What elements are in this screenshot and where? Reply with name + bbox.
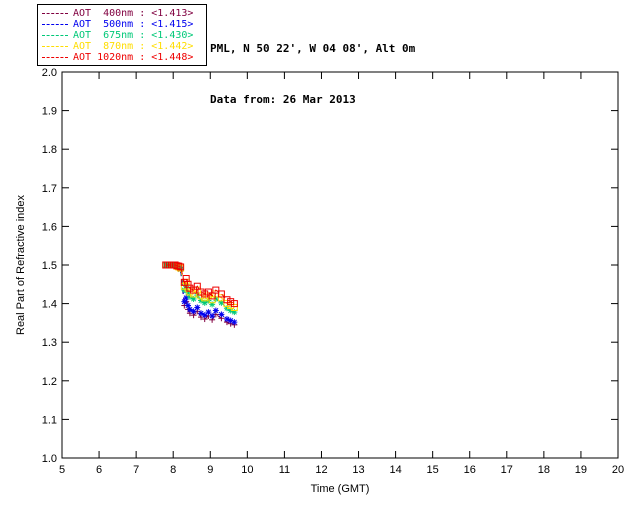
x-tick-label: 19 (575, 464, 587, 476)
y-tick-label: 1.5 (42, 260, 57, 272)
y-tick-label: 1.1 (42, 414, 57, 426)
data-marker (194, 304, 200, 311)
data-marker (175, 262, 183, 270)
data-marker (197, 288, 205, 296)
y-axis-label: Real Part of Refractive index (15, 194, 27, 335)
x-tick-label: 15 (427, 464, 439, 476)
data-marker (198, 310, 204, 316)
y-tick-label: 1.7 (42, 183, 57, 195)
legend-item-870nm: AOT 870nm : <1.442> (42, 41, 202, 52)
x-tick-label: 13 (352, 464, 364, 476)
legend-line-sample-icon (42, 35, 68, 36)
series-line-aot-400nm (165, 264, 235, 326)
legend-line-sample-icon (42, 13, 68, 14)
data-marker (185, 302, 191, 309)
legend-line-sample-icon (42, 57, 68, 58)
legend-label: AOT 675nm : <1.430> (73, 30, 194, 41)
legend-line-sample-icon (42, 46, 68, 47)
data-marker (193, 282, 201, 290)
data-marker (223, 296, 231, 304)
data-marker (180, 278, 188, 286)
data-marker (227, 302, 235, 310)
x-tick-label: 6 (96, 464, 102, 476)
x-tick-label: 9 (207, 464, 213, 476)
x-tick-label: 17 (501, 464, 513, 476)
data-marker (187, 306, 193, 312)
legend-line-sample-icon (42, 24, 68, 25)
plot-header: PML, N 50 22', W 04 08', Alt 0m Data fro… (210, 6, 415, 125)
legend-label: AOT 400nm : <1.413> (73, 8, 194, 19)
y-tick-label: 1.0 (42, 453, 57, 465)
y-tick-label: 1.8 (42, 144, 57, 156)
legend: AOT 400nm : <1.413> AOT 500nm : <1.415> … (37, 4, 207, 66)
y-tick-label: 2.0 (42, 67, 57, 79)
data-marker (191, 296, 197, 302)
x-tick-label: 5 (59, 464, 65, 476)
data-marker (213, 307, 219, 314)
y-tick-label: 1.4 (42, 299, 57, 311)
legend-label: AOT 500nm : <1.415> (73, 19, 194, 30)
plot-frame (61, 71, 619, 459)
data-marker (197, 292, 205, 300)
legend-item-500nm: AOT 500nm : <1.415> (42, 19, 202, 30)
data-marker (202, 300, 208, 306)
data-marker (204, 288, 212, 296)
data-marker (230, 303, 238, 311)
x-tick-label: 8 (170, 464, 176, 476)
x-tick-label: 12 (315, 464, 327, 476)
legend-item-400nm: AOT 400nm : <1.413> (42, 8, 202, 19)
y-tick-label: 1.2 (42, 376, 57, 388)
data-marker (224, 316, 230, 322)
series-line-aot-1020nm (165, 264, 235, 305)
data-marker (191, 308, 197, 314)
legend-item-675nm: AOT 675nm : <1.430> (42, 30, 202, 41)
x-tick-label: 14 (389, 464, 401, 476)
legend-label: AOT 870nm : <1.442> (73, 41, 194, 52)
station-info: PML, N 50 22', W 04 08', Alt 0m (210, 42, 416, 55)
data-marker (227, 298, 235, 306)
data-marker (190, 290, 198, 298)
data-marker (213, 296, 219, 302)
data-marker (209, 313, 215, 319)
data-marker (205, 309, 211, 315)
data-marker (228, 318, 234, 324)
x-tick-label: 20 (612, 464, 624, 476)
data-marker (177, 263, 185, 271)
x-tick-label: 18 (538, 464, 550, 476)
data-marker (218, 311, 224, 317)
data-marker (186, 288, 194, 296)
data-marker (208, 296, 216, 304)
x-tick-label: 11 (279, 464, 290, 476)
y-tick-label: 1.9 (42, 106, 57, 118)
data-marker (230, 300, 238, 308)
data-marker (208, 292, 216, 300)
data-marker (190, 286, 198, 294)
data-marker (201, 290, 209, 298)
data-marker (228, 307, 234, 314)
series-line-aot-870nm (165, 264, 235, 308)
data-marker (218, 300, 224, 306)
y-tick-label: 1.6 (42, 221, 57, 233)
data-marker (217, 290, 225, 298)
y-tick-label: 1.3 (42, 337, 57, 349)
x-tick-label: 10 (241, 464, 253, 476)
data-marker (212, 286, 220, 294)
data-marker (201, 294, 209, 302)
data-date: Data from: 26 Mar 2013 (210, 93, 356, 106)
data-marker (223, 300, 231, 308)
data-marker (231, 319, 237, 325)
legend-item-1020nm: AOT 1020nm : <1.448> (42, 52, 202, 63)
x-tick-label: 16 (464, 464, 476, 476)
data-marker (184, 280, 192, 288)
x-axis-label: Time (GMT) (311, 483, 370, 495)
legend-label: AOT 1020nm : <1.448> (73, 52, 194, 63)
x-tick-label: 7 (133, 464, 139, 476)
data-marker (186, 284, 194, 292)
